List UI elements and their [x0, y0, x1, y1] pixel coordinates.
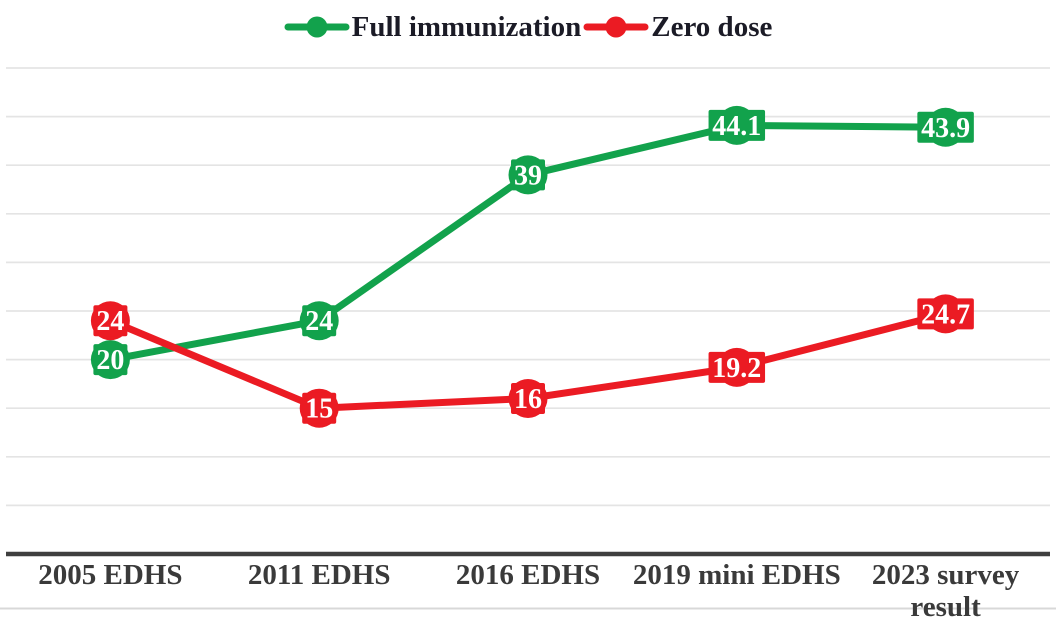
data-label: 24 — [96, 306, 124, 337]
data-label-bg — [917, 111, 974, 143]
data-label: 15 — [305, 394, 333, 425]
legend-label-full-immunization: Full immunization — [351, 10, 582, 43]
chart-legend: Full immunization Zero dose — [0, 6, 1056, 48]
data-label-bg — [93, 305, 128, 337]
data-label-bg — [302, 392, 337, 424]
legend-item-full-immunization[interactable]: Full immunization — [284, 10, 582, 43]
data-label: 43.9 — [921, 113, 970, 144]
data-label: 20 — [96, 345, 124, 376]
data-label-bg — [511, 159, 545, 191]
data-label: 44.1 — [712, 111, 761, 142]
legend-marker-zero-dose-icon — [583, 16, 649, 38]
data-label-bg — [708, 109, 766, 141]
data-label-bg — [93, 344, 128, 376]
legend-item-zero-dose[interactable]: Zero dose — [583, 10, 773, 43]
data-label-bg — [917, 298, 974, 330]
legend-label-zero-dose: Zero dose — [651, 10, 773, 43]
data-label-bg — [708, 351, 766, 383]
data-label: 16 — [514, 384, 542, 415]
data-label: 39 — [514, 160, 542, 191]
data-label: 19.2 — [712, 353, 761, 384]
data-label-bg — [511, 382, 545, 414]
legend-marker-full-immunization-icon — [284, 16, 350, 38]
data-label: 24.7 — [921, 299, 970, 330]
data-label-bg — [302, 305, 337, 337]
data-label: 24 — [305, 306, 333, 337]
